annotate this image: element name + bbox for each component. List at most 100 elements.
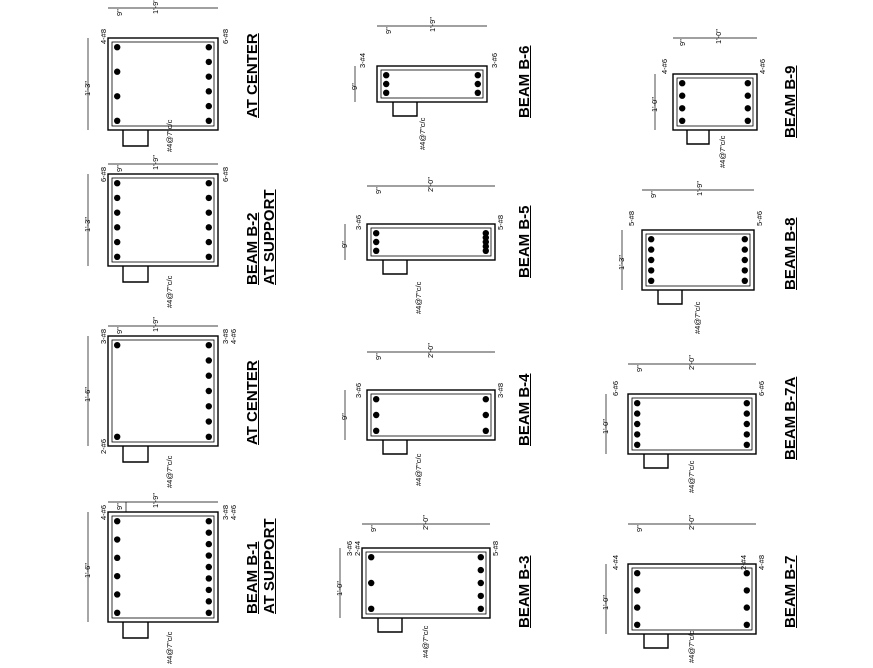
rebar-dot: [205, 194, 212, 202]
rebar-dot: [205, 609, 212, 616]
rebar-dot: [114, 44, 121, 51]
depth-label: 1'-6": [83, 387, 92, 402]
section-b4: 9" 3-#6 3-#8 2'-0" 9" #4@7"c/c: [335, 343, 515, 488]
rebar-dot: [114, 536, 121, 543]
rebar-dot: [741, 246, 748, 253]
rebar-dot: [205, 58, 212, 66]
width-label: 2'-0": [421, 515, 430, 530]
stirrups-label: #4@7"c/c: [165, 631, 174, 664]
section-b1-center: 1'-6" 3-#8 3-#8 4-#6 2-#6 1'-9" 9" #4@7"…: [78, 317, 248, 490]
rebar-dot: [743, 400, 750, 407]
width-label: 1'-9": [151, 493, 160, 508]
rebar-dot: [205, 540, 212, 548]
rebar-dot: [205, 575, 212, 582]
top-bars-label: 6-#6: [611, 381, 620, 396]
rebar-dot: [634, 604, 641, 611]
right-bars-label: 5-#8: [496, 215, 505, 230]
top-bars-label: 4-#8: [99, 29, 108, 44]
stirrups-label: #4@7"c/c: [165, 119, 174, 152]
rebar-dot: [205, 238, 212, 246]
beam-section-b4-drawing: 9" 3-#6 3-#8 2'-0" 9" #4@7"c/c: [340, 343, 505, 486]
depth-label: 9": [340, 241, 349, 248]
rebar-dot: [482, 238, 489, 246]
rebar-dot: [373, 427, 380, 434]
section-title-b9: BEAM B-9: [782, 65, 799, 138]
width-label: 2'-0": [687, 355, 696, 370]
section-b9: 1'-0" 4-#6 4-#6 1'-0" 9" #4@7"c/c: [645, 29, 785, 170]
rebar-dot: [648, 277, 655, 284]
rebar-dot: [205, 433, 212, 440]
width-label: 1'-9": [151, 317, 160, 332]
rebar-dot: [679, 92, 686, 99]
rebar-dot: [205, 387, 212, 395]
beam-section-b6-drawing: 9" 3-#4 3-#6 1'-9" 9" #4@7"c/c: [350, 17, 499, 150]
right-bars-label: 6-#8: [221, 167, 230, 182]
rebar-dot: [114, 609, 121, 616]
rebar-dot: [743, 431, 750, 438]
section-title-b3: BEAM B-3: [516, 555, 533, 628]
depth-label: 1'-3": [83, 81, 92, 96]
rebar-dot: [744, 92, 751, 99]
rebar-dot: [744, 105, 751, 112]
bottom-bars-label: 2-#6: [99, 439, 108, 454]
rebar-dot: [477, 554, 484, 561]
rebar-dot: [114, 180, 121, 187]
rebar-dot: [741, 236, 748, 243]
depth-label: 1'-6": [83, 563, 92, 578]
section-title-b5: BEAM B-5: [516, 205, 533, 278]
section-b6: 9" 3-#4 3-#6 1'-9" 9" #4@7"c/c: [345, 2, 515, 152]
right-bars-label: 5-#6: [755, 211, 764, 226]
rebar-dot: [477, 592, 484, 600]
flange-label: 9": [369, 525, 378, 532]
depth-label: 9": [350, 83, 359, 90]
rebar-dot: [743, 420, 750, 428]
rebar-dot: [741, 256, 748, 264]
rebar-dot: [205, 372, 212, 379]
rebar-dot: [114, 194, 121, 202]
top-bars-label: 3-#6: [354, 215, 363, 230]
stirrups-label: #4@7"c/c: [414, 453, 423, 486]
flange-label: 9": [115, 165, 124, 172]
rebar-dot: [114, 572, 121, 580]
top-bars-label: 5-#8: [627, 211, 636, 226]
depth-label: 1'-3": [83, 217, 92, 232]
section-title-b1-support: BEAM B-1 AT SUPPORT: [244, 518, 278, 614]
rebar-dot: [741, 267, 748, 274]
right-bars-label: 6-#8: [221, 29, 230, 44]
rebar-dot: [634, 400, 641, 407]
rebar-dot: [744, 80, 751, 87]
rebar-dot: [474, 89, 481, 97]
depth-label: 1'-3": [617, 255, 626, 270]
rebar-dot: [648, 246, 655, 253]
section-b3: 1'-0" 3-#6 2-#4 5-#8 2'-0" 9" #4@7"c/c: [330, 515, 510, 660]
width-label: 1'-9": [151, 0, 160, 14]
rebar-dot: [634, 410, 641, 417]
depth-label: 1'-0": [601, 595, 610, 610]
stirrups-label: #4@7"c/c: [165, 455, 174, 488]
section-b5: 9" 3-#6 5-#8 2'-0" 9" #4@7"c/c: [335, 177, 515, 322]
rebar-dot: [114, 224, 121, 231]
beam-section-b1-support-drawing: 1'-6" 4-#6 3-#8 4-#6 1'-9" 9" #4@7"c/c: [83, 493, 238, 664]
rebar-dot: [482, 411, 489, 419]
right-bars-label: 3-#6: [490, 53, 499, 68]
rebar-dot: [368, 605, 375, 612]
stirrups-label: #4@7"c/c: [421, 625, 430, 658]
rebar-dot: [205, 117, 212, 125]
beam-section-b3-drawing: 1'-0" 3-#6 2-#4 5-#8 2'-0" 9" #4@7"c/c: [335, 515, 500, 658]
section-title-b7a: BEAM B-7A: [782, 376, 799, 460]
rebar-dot: [634, 420, 641, 428]
section-b2-support: 1'-3" 6-#8 6-#8 1'-9" 9" #4@7"c/c: [78, 155, 248, 310]
width-label: 1'-9": [695, 181, 704, 196]
rebar-dot: [205, 88, 212, 95]
depth-label: 1'-0": [650, 97, 659, 112]
right-bars-label: 3-#8: [221, 505, 230, 520]
beam-section-b5-drawing: 9" 3-#6 5-#8 2'-0" 9" #4@7"c/c: [340, 177, 505, 314]
stirrups-label: #4@7"c/c: [687, 630, 696, 663]
rebar-dot: [114, 253, 121, 260]
right-bars-label: 4-#6: [758, 59, 767, 74]
rebar-dot: [373, 411, 380, 419]
section-title-b7: BEAM B-7: [782, 555, 799, 628]
flange-label: 9": [635, 365, 644, 372]
right-bars-label: 3-#8: [496, 383, 505, 398]
